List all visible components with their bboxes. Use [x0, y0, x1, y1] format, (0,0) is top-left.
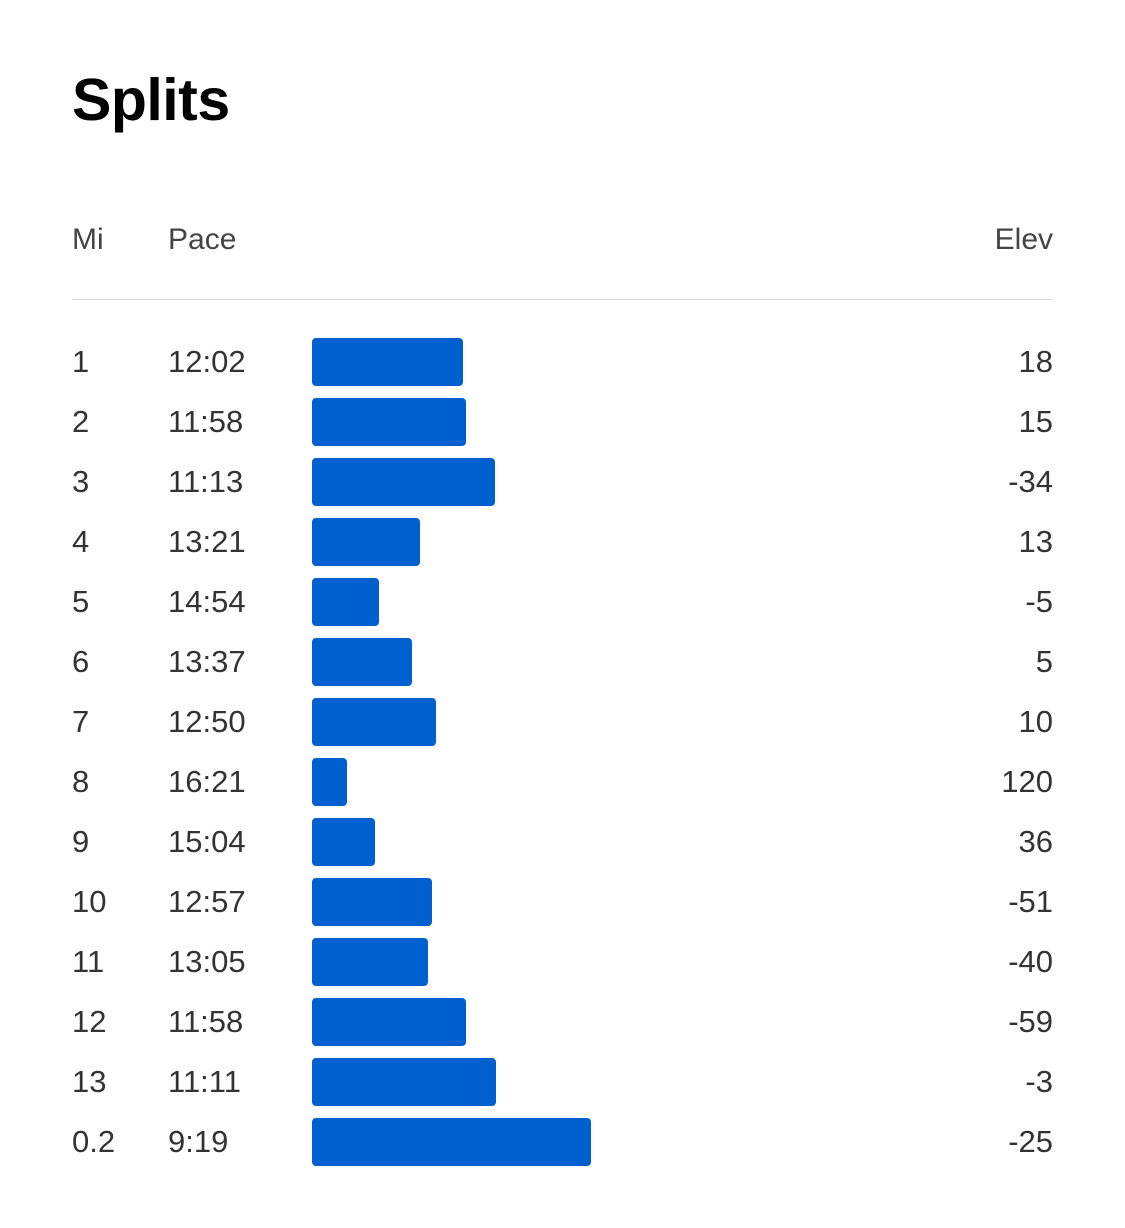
split-row: 2 11:58 15	[72, 398, 1053, 458]
split-elevation: 13	[1018, 524, 1053, 559]
split-mile: 8	[72, 764, 90, 799]
split-pace: 11:58	[168, 1004, 244, 1039]
split-pace: 12:50	[168, 704, 246, 739]
split-mile: 1	[72, 344, 90, 379]
split-elevation: -34	[1008, 464, 1053, 499]
page-title: Splits	[72, 67, 230, 133]
split-pace: 12:57	[168, 884, 246, 919]
split-pace: 13:37	[168, 644, 246, 679]
split-pace: 11:58	[168, 404, 244, 439]
split-elevation: -51	[1008, 884, 1053, 919]
split-pace: 14:54	[168, 584, 246, 619]
split-mile: 0.2	[72, 1124, 116, 1159]
split-row: 7 12:50 10	[72, 698, 1053, 758]
pace-bar	[312, 1118, 591, 1166]
split-elevation: -25	[1008, 1124, 1053, 1159]
split-pace: 15:04	[168, 824, 246, 859]
split-row: 5 14:54 -5	[72, 578, 1053, 638]
pace-bar	[312, 518, 420, 566]
split-mile: 11	[72, 944, 105, 979]
pace-bar	[312, 818, 375, 866]
split-row: 1 12:02 18	[72, 338, 1053, 398]
split-row: 12 11:58 -59	[72, 998, 1053, 1058]
split-elevation: 15	[1018, 404, 1053, 439]
pace-bar	[312, 638, 412, 686]
split-row: 0.2 9:19 -25	[72, 1118, 1053, 1178]
pace-bar	[312, 698, 436, 746]
split-row: 8 16:21 120	[72, 758, 1053, 818]
split-pace: 12:02	[168, 344, 246, 379]
split-mile: 10	[72, 884, 107, 919]
splits-list: 1 12:02 18 2 11:58 15 3 11:13 -34 4 13:21 13 5 14:54 -…	[72, 338, 1053, 1178]
splits-header-row: Mi Pace Elev	[72, 220, 1053, 260]
split-mile: 13	[72, 1064, 107, 1099]
pace-bar	[312, 458, 495, 506]
split-row: 3 11:13 -34	[72, 458, 1053, 518]
split-mile: 2	[72, 404, 90, 439]
pace-bar	[312, 1058, 496, 1106]
split-pace: 9:19	[168, 1124, 229, 1159]
pace-bar	[312, 758, 347, 806]
split-mile: 7	[72, 704, 90, 739]
split-elevation: 120	[1001, 764, 1053, 799]
pace-bar	[312, 878, 432, 926]
split-elevation: 5	[1035, 644, 1053, 679]
split-row: 4 13:21 13	[72, 518, 1053, 578]
column-header-pace: Pace	[168, 223, 237, 256]
split-mile: 3	[72, 464, 90, 499]
pace-bar	[312, 338, 463, 386]
split-mile: 6	[72, 644, 90, 679]
split-pace: 16:21	[168, 764, 246, 799]
split-pace: 13:21	[168, 524, 246, 559]
split-row: 11 13:05 -40	[72, 938, 1053, 998]
split-elevation: -59	[1008, 1004, 1053, 1039]
column-header-elev: Elev	[994, 223, 1053, 256]
split-pace: 11:11	[168, 1064, 241, 1099]
split-elevation: -3	[1025, 1064, 1053, 1099]
split-row: 9 15:04 36	[72, 818, 1053, 878]
split-row: 6 13:37 5	[72, 638, 1053, 698]
split-elevation: -5	[1025, 584, 1053, 619]
pace-bar	[312, 578, 379, 626]
pace-bar	[312, 938, 428, 986]
split-pace: 11:13	[168, 464, 244, 499]
split-elevation: -40	[1008, 944, 1053, 979]
split-mile: 9	[72, 824, 90, 859]
split-pace: 13:05	[168, 944, 246, 979]
split-elevation: 18	[1018, 344, 1053, 379]
split-elevation: 36	[1018, 824, 1053, 859]
split-mile: 4	[72, 524, 90, 559]
column-header-mi: Mi	[72, 223, 104, 256]
split-row: 10 12:57 -51	[72, 878, 1053, 938]
split-elevation: 10	[1018, 704, 1053, 739]
pace-bar	[312, 998, 466, 1046]
split-mile: 12	[72, 1004, 107, 1039]
header-divider	[72, 299, 1053, 300]
split-mile: 5	[72, 584, 90, 619]
split-row: 13 11:11 -3	[72, 1058, 1053, 1118]
pace-bar	[312, 398, 466, 446]
